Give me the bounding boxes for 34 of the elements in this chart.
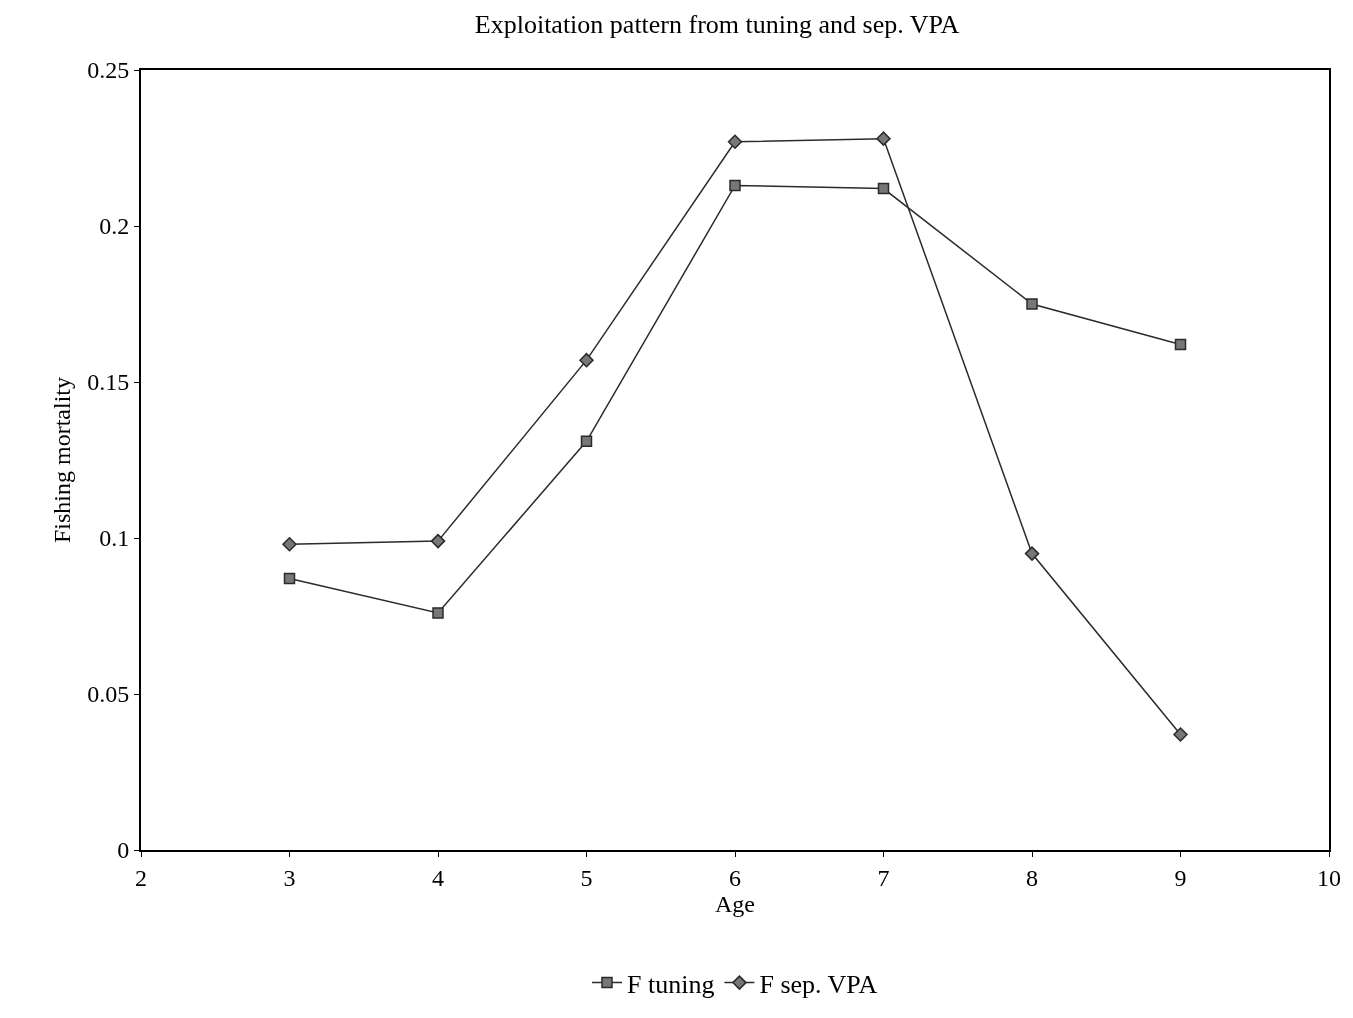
x-tick-label: 4 <box>432 864 444 891</box>
point <box>432 607 444 619</box>
x-tick-label: 9 <box>1174 864 1187 891</box>
point <box>430 533 446 549</box>
point <box>283 572 296 585</box>
legend-label: F tuning <box>627 969 715 999</box>
point <box>579 352 594 368</box>
x-tick-label: 10 <box>1317 864 1341 891</box>
chart-title: Exploitation pattern from tuning and sep. VPA <box>474 10 960 40</box>
point <box>282 536 297 552</box>
point <box>727 134 743 150</box>
x-tick-label: 7 <box>877 864 890 891</box>
x-axis-title: Age <box>715 890 755 917</box>
y-tick-label: 0.05 <box>87 681 130 708</box>
x-tick-label: 6 <box>729 864 741 891</box>
point <box>1173 727 1188 742</box>
point <box>1026 298 1038 310</box>
y-tick-label: 0 <box>117 837 130 864</box>
x-tick-label: 8 <box>1026 864 1038 891</box>
point <box>1174 338 1187 351</box>
x-tick-label: 2 <box>135 864 147 891</box>
point <box>1024 546 1040 561</box>
x-tick-label: 5 <box>580 864 593 891</box>
x-tick-label: 3 <box>283 864 296 891</box>
y-tick-label: 0.1 <box>99 525 130 552</box>
y-axis-title: Fishing mortality <box>48 376 75 544</box>
y-tick-label: 0.25 <box>87 57 130 84</box>
point <box>877 182 890 195</box>
y-tick-label: 0.2 <box>99 213 130 240</box>
y-tick-label: 0.15 <box>87 369 130 396</box>
point <box>580 435 593 448</box>
point <box>729 179 741 192</box>
point <box>876 131 891 146</box>
legend-label: F sep. VPA <box>759 969 878 999</box>
